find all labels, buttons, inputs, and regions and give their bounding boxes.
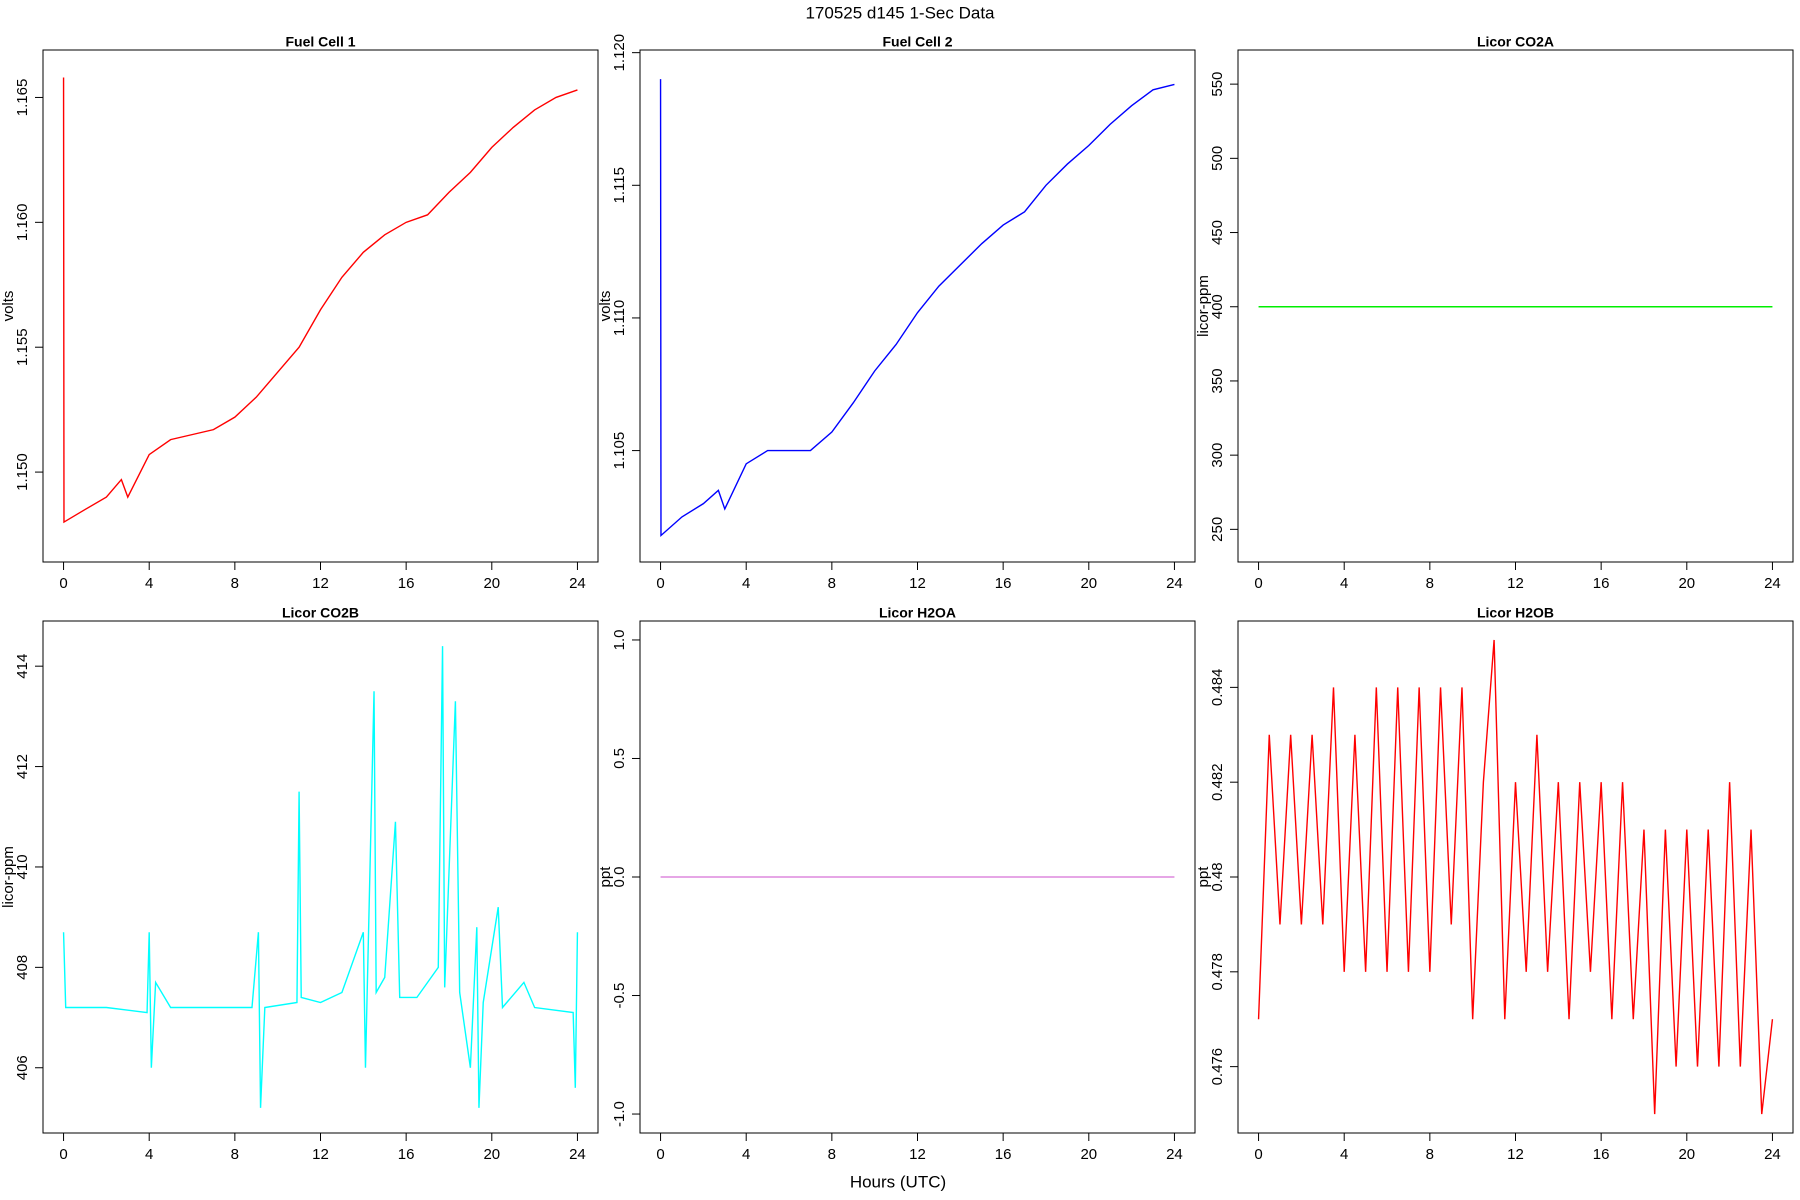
y-tick-label: 1.150 xyxy=(14,453,31,491)
y-tick-label: 1.165 xyxy=(14,79,31,117)
x-tick-label: 4 xyxy=(145,1146,153,1163)
y-tick-label: 1.120 xyxy=(611,34,628,72)
plot-frame xyxy=(1237,49,1794,563)
y-axis-label: volts xyxy=(0,291,17,322)
x-tick-label: 20 xyxy=(1678,575,1695,592)
y-tick-label: 0.476 xyxy=(1209,1048,1226,1086)
plot-title: Licor H2OB xyxy=(1477,605,1554,621)
x-tick-label: 16 xyxy=(1593,575,1610,592)
x-tick-label: 4 xyxy=(1340,575,1348,592)
x-tick-label: 0 xyxy=(1254,1146,1262,1163)
x-tick-label: 8 xyxy=(231,1146,239,1163)
x-tick-label: 0 xyxy=(656,575,664,592)
x-tick-label: 0 xyxy=(1254,575,1262,592)
x-tick-label: 24 xyxy=(569,575,586,592)
y-tick-label: 408 xyxy=(14,955,31,980)
y-tick-label: 406 xyxy=(14,1055,31,1080)
x-tick-label: 8 xyxy=(1426,1146,1434,1163)
y-tick-label: 350 xyxy=(1209,368,1226,393)
x-tick-label: 12 xyxy=(1507,1146,1524,1163)
y-tick-label: 1.160 xyxy=(14,204,31,242)
x-tick-label: 12 xyxy=(1507,575,1524,592)
y-tick-label: 550 xyxy=(1209,72,1226,97)
x-tick-label: 24 xyxy=(569,1146,586,1163)
data-line xyxy=(1257,639,1774,1115)
plot-title: Fuel Cell 2 xyxy=(882,34,952,50)
x-tick-label: 16 xyxy=(1593,1146,1610,1163)
y-tick-label: 500 xyxy=(1209,146,1226,171)
y-tick-label: 450 xyxy=(1209,220,1226,245)
y-axis-label: ppt xyxy=(1195,866,1212,888)
x-tick-label: 0 xyxy=(656,1146,664,1163)
plot-title: Licor H2OA xyxy=(879,605,956,621)
x-tick-label: 12 xyxy=(909,1146,926,1163)
y-tick-label: 400 xyxy=(1209,294,1226,319)
y-axis-label: ppt xyxy=(597,866,614,888)
plot-frame xyxy=(42,620,599,1134)
plot-title: Fuel Cell 1 xyxy=(285,34,355,50)
x-tick-label: 20 xyxy=(1080,1146,1097,1163)
x-tick-label: 4 xyxy=(742,575,750,592)
y-tick-label: -1.0 xyxy=(611,1101,628,1127)
x-tick-label: 0 xyxy=(59,1146,67,1163)
x-tick-label: 16 xyxy=(995,575,1012,592)
x-axis-label: Hours (UTC) xyxy=(850,1172,946,1191)
plot-frame xyxy=(639,49,1196,563)
y-tick-label: -0.5 xyxy=(611,983,628,1009)
x-tick-label: 16 xyxy=(995,1146,1012,1163)
data-line xyxy=(62,77,578,524)
y-tick-label: 1.0 xyxy=(611,630,628,651)
x-tick-label: 8 xyxy=(1426,575,1434,592)
x-tick-label: 4 xyxy=(1340,1146,1348,1163)
y-tick-label: 1.105 xyxy=(611,432,628,470)
x-tick-label: 24 xyxy=(1166,1146,1183,1163)
x-tick-label: 0 xyxy=(59,575,67,592)
figure-title: 170525 d145 1-Sec Data xyxy=(805,3,995,22)
y-tick-label: 1.110 xyxy=(611,300,628,336)
y-tick-label: 0.478 xyxy=(1209,953,1226,991)
y-tick-label: 0.482 xyxy=(1209,763,1226,801)
x-tick-label: 8 xyxy=(828,575,836,592)
x-tick-label: 12 xyxy=(909,575,926,592)
x-tick-label: 4 xyxy=(145,575,153,592)
y-tick-label: 1.155 xyxy=(14,328,31,366)
y-tick-label: 0.48 xyxy=(1209,862,1226,891)
x-tick-label: 16 xyxy=(398,575,415,592)
x-tick-label: 20 xyxy=(483,1146,500,1163)
y-tick-label: 300 xyxy=(1209,443,1226,468)
y-tick-label: 0.484 xyxy=(1209,669,1226,707)
y-axis-label: licor-ppm xyxy=(1195,275,1212,337)
y-tick-label: 412 xyxy=(14,754,31,779)
y-axis-label: licor-ppm xyxy=(0,846,17,908)
plot-title: Licor CO2B xyxy=(282,605,359,621)
x-tick-label: 20 xyxy=(1678,1146,1695,1163)
x-tick-label: 12 xyxy=(312,1146,329,1163)
x-tick-label: 8 xyxy=(231,575,239,592)
data-line xyxy=(659,79,1175,538)
y-axis-label: volts xyxy=(597,291,614,322)
x-tick-label: 24 xyxy=(1166,575,1183,592)
x-tick-label: 16 xyxy=(398,1146,415,1163)
data-line xyxy=(62,646,579,1108)
y-tick-label: 414 xyxy=(14,654,31,679)
x-tick-label: 4 xyxy=(742,1146,750,1163)
x-tick-label: 24 xyxy=(1764,575,1781,592)
y-tick-label: 1.115 xyxy=(611,167,628,203)
x-tick-label: 12 xyxy=(312,575,329,592)
y-tick-label: 0.5 xyxy=(611,748,628,769)
x-tick-label: 24 xyxy=(1764,1146,1781,1163)
x-tick-label: 20 xyxy=(483,575,500,592)
x-tick-label: 8 xyxy=(828,1146,836,1163)
x-tick-label: 20 xyxy=(1080,575,1097,592)
y-tick-label: 250 xyxy=(1209,517,1226,542)
plot-title: Licor CO2A xyxy=(1477,34,1554,50)
y-tick-label: 0.0 xyxy=(611,867,628,888)
y-tick-label: 410 xyxy=(14,854,31,879)
